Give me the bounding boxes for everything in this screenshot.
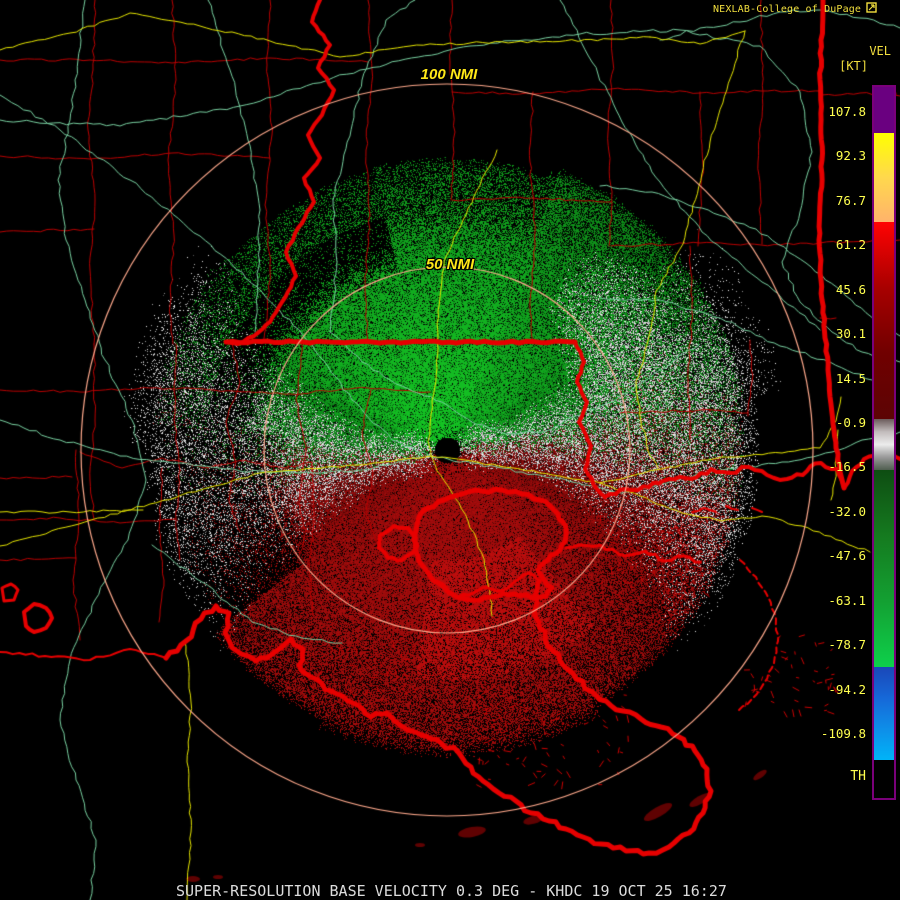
colorbar-segment xyxy=(874,667,894,760)
range-ring-label-100nmi: 100 NMI xyxy=(420,66,478,83)
colorbar-units-title: VEL xyxy=(869,44,891,58)
colorbar-tick-label: -63.1 xyxy=(828,592,866,608)
colorbar-tick-label: 61.2 xyxy=(835,237,866,253)
colorbar-segment xyxy=(874,222,894,419)
colorbar-units-bracket: [KT] xyxy=(839,59,868,73)
colorbar-tick-label: 14.5 xyxy=(835,370,866,386)
colorbar-threshold-label: TH xyxy=(850,769,866,784)
colorbar-tick-label: 76.7 xyxy=(835,192,866,208)
colorbar-segment xyxy=(874,760,894,798)
colorbar-segment xyxy=(874,87,894,133)
range-ring-label-50nmi: 50 NMI xyxy=(425,256,475,273)
colorbar-tick-label: -32.0 xyxy=(828,503,866,519)
colorbar-tick-label: -0.9 xyxy=(835,415,866,430)
colorbar-tick-label: 45.6 xyxy=(835,281,866,297)
colorbar-tick-label: -78.7 xyxy=(828,637,866,653)
colorbar-tick-label: -47.6 xyxy=(828,548,866,564)
colorbar-tick-label: -94.2 xyxy=(828,681,866,697)
colorbar-tick-label: 92.3 xyxy=(835,148,866,164)
branding: NEXLAB-College of DuPage xyxy=(713,2,877,15)
cod-logo-icon xyxy=(866,2,877,13)
colorbar-tick-label: 30.1 xyxy=(835,326,866,342)
colorbar-segment xyxy=(874,470,894,667)
velocity-colorbar xyxy=(872,85,896,800)
colorbar-segment xyxy=(874,133,894,222)
colorbar-tick-label: -16.5 xyxy=(828,459,866,475)
product-title: SUPER-RESOLUTION BASE VELOCITY 0.3 DEG -… xyxy=(176,882,727,900)
colorbar-tick-label: 107.8 xyxy=(828,104,866,119)
colorbar-segment xyxy=(874,419,894,470)
branding-text: NEXLAB-College of DuPage xyxy=(713,4,862,15)
colorbar-tick-label: -109.8 xyxy=(820,726,866,742)
